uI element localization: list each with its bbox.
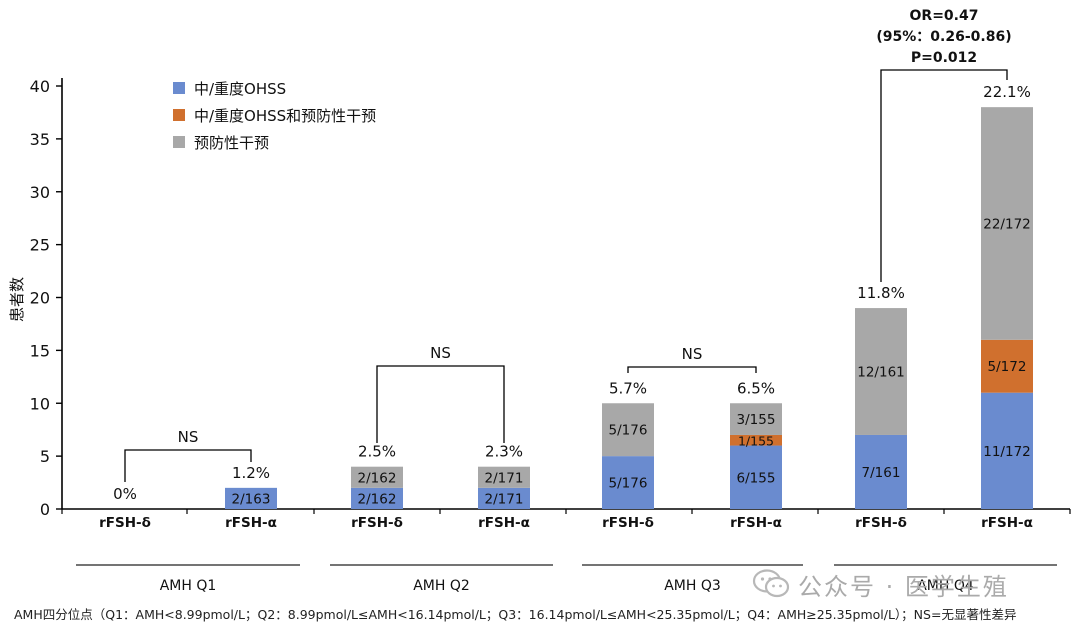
segment-data-label: 2/171 (485, 470, 524, 486)
segment-data-label: 11/172 (983, 444, 1031, 460)
significance-bracket (880, 69, 1008, 282)
segment-data-label: 1/155 (738, 433, 774, 448)
bar-total-label: 22.1% (983, 83, 1031, 101)
legend-label: 预防性干预 (194, 134, 269, 152)
legend-swatch (173, 82, 185, 94)
segment-data-label: 5/172 (988, 359, 1027, 375)
segment-data-label: 12/161 (857, 365, 905, 381)
x-tick-label: rFSH-α (478, 515, 530, 531)
segment-data-label: 7/161 (862, 465, 901, 481)
y-tick-label: 25 (30, 236, 50, 255)
legend-label: 中/重度OHSS (194, 80, 286, 98)
bar-total-label: 2.3% (485, 443, 523, 461)
watermark: 公众号 · 医学生殖 (752, 562, 1009, 606)
group-label: AMH Q1 (160, 578, 217, 594)
x-tick-label: rFSH-δ (602, 515, 654, 531)
bar-segment (478, 487, 530, 509)
y-axis-label: 患者数 (8, 277, 26, 322)
y-tick-label: 5 (40, 447, 50, 466)
bar-segment (351, 487, 403, 509)
bar-segment (225, 487, 277, 509)
legend-label: 中/重度OHSS和预防性干预 (194, 107, 376, 125)
y-tick-label: 20 (30, 289, 50, 308)
segment-data-label: 2/171 (485, 491, 524, 507)
segment-data-label: 6/155 (737, 470, 776, 486)
comparison-stat-label: P=0.012 (911, 50, 977, 66)
significance-bracket (376, 365, 505, 443)
y-tick-label: 35 (30, 130, 50, 149)
segment-data-label: 2/162 (358, 491, 397, 507)
group-labels: AMH Q1 AMH Q2 AMH Q3 AMH Q4 (76, 564, 1057, 594)
bar-segment (855, 434, 907, 509)
segment-data-label: 3/155 (737, 412, 776, 428)
significance-bracket (124, 449, 252, 482)
significance-bracket (627, 366, 757, 373)
wechat-icon (752, 569, 790, 598)
comparison-stat-label: (95%：0.26-0.86) (876, 29, 1011, 45)
x-tick-label: rFSH-α (225, 515, 277, 531)
bar-segment (730, 445, 782, 509)
y-tick-label: 15 (30, 341, 50, 360)
bar-total-label: 1.2% (232, 464, 270, 482)
bar-segment (730, 403, 782, 435)
axes: 0 5 10 15 20 25 30 35 40 患者数 (8, 77, 1071, 519)
x-tick-label: rFSH-δ (855, 515, 907, 531)
segment-data-label: 5/176 (609, 476, 648, 492)
y-tick-label: 40 (30, 77, 50, 96)
bar-segment (981, 339, 1033, 393)
segment-data-label: 22/172 (983, 216, 1031, 232)
bar-total-label: 0% (113, 485, 137, 503)
significance-brackets: NS NS NS OR=0.47 (95%：0.26-0.86) P=0.012 (124, 8, 1012, 482)
comparison-stat-label: OR=0.47 (910, 8, 979, 24)
group-label: AMH Q4 (917, 578, 974, 594)
segment-data-label: 5/176 (609, 423, 648, 439)
x-tick-label: rFSH-δ (351, 515, 403, 531)
legend-swatch (173, 136, 185, 148)
footnote: AMH四分位点（Q1：AMH<8.99pmol/L；Q2：8.99pmol/L≤… (14, 607, 1017, 622)
x-tick-label: rFSH-α (730, 515, 782, 531)
segment-data-label: 2/163 (232, 491, 271, 507)
bar-segment (981, 107, 1033, 340)
comparison-label: NS (178, 428, 199, 446)
bar-total-label: 2.5% (358, 443, 396, 461)
comparison-label: NS (682, 345, 703, 363)
bar-total-label: 11.8% (857, 284, 905, 302)
bar-segment (602, 403, 654, 457)
legend-swatch (173, 109, 185, 121)
x-tick-label: rFSH-δ (99, 515, 151, 531)
y-tick-label: 30 (30, 183, 50, 202)
segment-data-label: 2/162 (358, 470, 397, 486)
comparison-label: NS (430, 344, 451, 362)
watermark-text: 公众号 · 医学生殖 (798, 572, 1009, 601)
bar-segment (730, 434, 782, 446)
y-tick-label: 10 (30, 394, 50, 413)
bar-segment (602, 456, 654, 509)
bar-total-label: 5.7% (609, 379, 647, 397)
group-label: AMH Q3 (664, 578, 721, 594)
bar-segment (478, 466, 530, 488)
bar-segment (351, 466, 403, 488)
x-tick-label: rFSH-α (981, 515, 1033, 531)
group-label: AMH Q2 (413, 578, 470, 594)
bar-segment (981, 392, 1033, 509)
y-tick-label: 0 (40, 500, 50, 519)
bar-segment (855, 308, 907, 435)
bars: 0% rFSH-δ 2/163 1.2% rFSH-α 2/162 2/162 2.5% rFS… (99, 83, 1033, 531)
bar-total-label: 6.5% (737, 379, 775, 397)
